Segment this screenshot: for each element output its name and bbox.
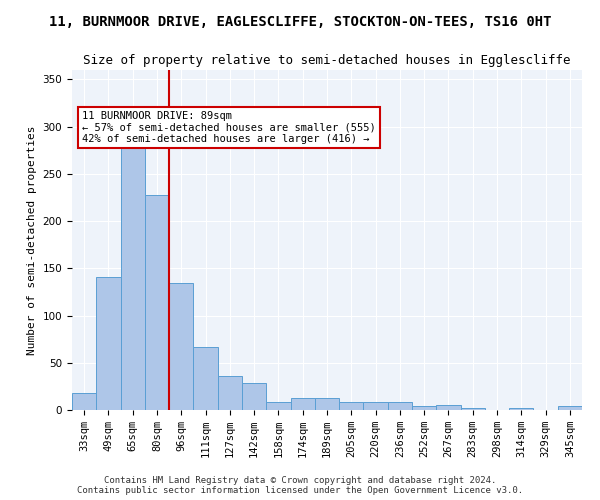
Bar <box>242 382 266 410</box>
Bar <box>218 376 242 410</box>
Bar <box>121 146 145 410</box>
Text: 11 BURNMOOR DRIVE: 89sqm
← 57% of semi-detached houses are smaller (555)
42% of : 11 BURNMOOR DRIVE: 89sqm ← 57% of semi-d… <box>82 111 376 144</box>
Bar <box>339 402 364 410</box>
Bar <box>96 277 121 410</box>
Bar <box>364 402 388 410</box>
Bar <box>72 393 96 410</box>
Bar <box>461 408 485 410</box>
Bar <box>315 398 339 410</box>
Bar <box>509 408 533 410</box>
Bar <box>193 346 218 410</box>
Text: 11, BURNMOOR DRIVE, EAGLESCLIFFE, STOCKTON-ON-TEES, TS16 0HT: 11, BURNMOOR DRIVE, EAGLESCLIFFE, STOCKT… <box>49 15 551 29</box>
Bar <box>145 194 169 410</box>
Bar <box>436 406 461 410</box>
Bar <box>169 282 193 410</box>
Y-axis label: Number of semi-detached properties: Number of semi-detached properties <box>27 125 37 355</box>
Bar <box>412 406 436 410</box>
Bar <box>266 402 290 410</box>
Title: Size of property relative to semi-detached houses in Egglescliffe: Size of property relative to semi-detach… <box>83 54 571 68</box>
Bar <box>388 402 412 410</box>
Bar <box>558 406 582 410</box>
Bar <box>290 398 315 410</box>
Text: Contains HM Land Registry data © Crown copyright and database right 2024.
Contai: Contains HM Land Registry data © Crown c… <box>77 476 523 495</box>
